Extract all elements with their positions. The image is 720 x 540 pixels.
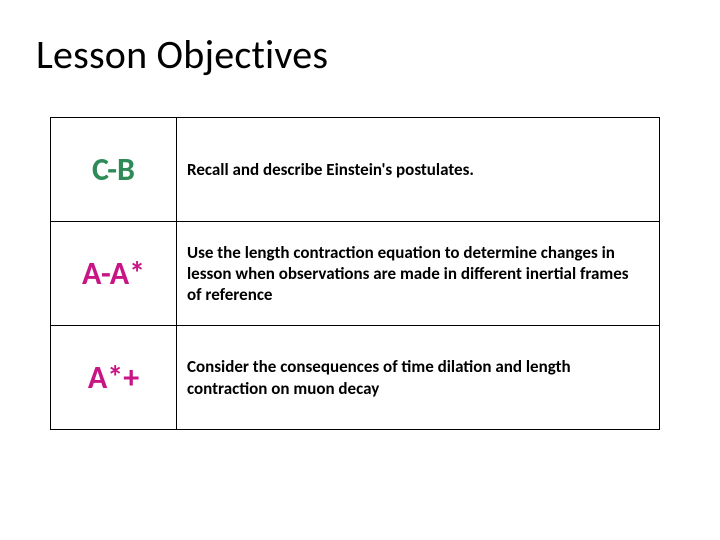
- desc-cell-2: Consider the consequences of time dilati…: [177, 326, 660, 430]
- grade-cell-2: A*+: [51, 326, 177, 430]
- grade-cell-0: C-B: [51, 118, 177, 222]
- table-row: A-A* Use the length contraction equation…: [51, 222, 660, 326]
- desc-cell-1: Use the length contraction equation to d…: [177, 222, 660, 326]
- slide: Lesson Objectives C-B Recall and describ…: [0, 0, 720, 540]
- grade-cell-1: A-A*: [51, 222, 177, 326]
- objectives-table: C-B Recall and describe Einstein's postu…: [50, 117, 660, 430]
- page-title: Lesson Objectives: [36, 30, 684, 79]
- table-row: A*+ Consider the consequences of time di…: [51, 326, 660, 430]
- desc-cell-0: Recall and describe Einstein's postulate…: [177, 118, 660, 222]
- table-row: C-B Recall and describe Einstein's postu…: [51, 118, 660, 222]
